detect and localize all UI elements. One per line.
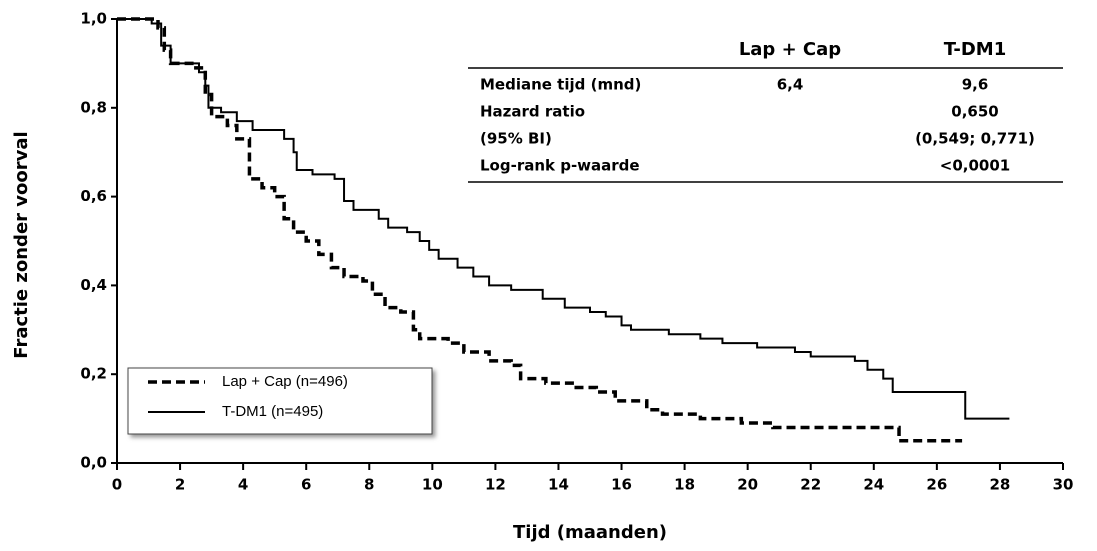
y-tick-label: 0,0: [80, 454, 107, 472]
x-tick-label: 16: [611, 476, 632, 494]
x-axis-title: Tijd (maanden): [513, 522, 667, 543]
x-tick-label: 30: [1053, 476, 1074, 494]
y-tick-label: 0,2: [80, 365, 107, 383]
y-tick-label: 0,6: [80, 187, 107, 205]
x-tick-label: 10: [422, 476, 443, 494]
table-header: Lap + Cap: [739, 39, 841, 60]
table-row-label: (95% BI): [480, 130, 552, 148]
km-curve: [117, 18, 1010, 420]
x-tick-label: 28: [989, 476, 1010, 494]
y-tick-label: 0,8: [80, 98, 107, 116]
km-curve: [117, 17, 963, 443]
x-tick-label: 4: [238, 476, 248, 494]
x-tick-label: 0: [112, 476, 122, 494]
legend-label: T-DM1 (n=495): [222, 403, 323, 420]
x-tick-label: 20: [737, 476, 758, 494]
table-header: T-DM1: [944, 39, 1006, 60]
x-tick-label: 2: [175, 476, 185, 494]
x-tick-label: 18: [674, 476, 695, 494]
table-row-label: Hazard ratio: [480, 103, 585, 121]
table-cell: 9,6: [962, 76, 989, 94]
table-cell: 0,650: [951, 103, 998, 121]
table-cell: 6,4: [777, 76, 804, 94]
table-cell: <0,0001: [940, 157, 1010, 175]
legend-label: Lap + Cap (n=496): [222, 373, 348, 390]
table-row-label: Mediane tijd (mnd): [480, 76, 641, 94]
table-row-label: Log-rank p-waarde: [480, 157, 640, 175]
x-tick-label: 22: [800, 476, 821, 494]
x-tick-label: 14: [548, 476, 569, 494]
y-tick-label: 1,0: [80, 10, 107, 28]
table-cell: (0,549; 0,771): [915, 130, 1035, 148]
x-tick-label: 12: [485, 476, 506, 494]
y-tick-label: 0,4: [80, 276, 107, 294]
y-axis-title: Fractie zonder voorval: [11, 131, 32, 358]
legend-box: [127, 367, 433, 435]
x-tick-label: 26: [926, 476, 947, 494]
x-tick-label: 24: [863, 476, 884, 494]
x-tick-label: 8: [364, 476, 374, 494]
x-tick-label: 6: [301, 476, 311, 494]
